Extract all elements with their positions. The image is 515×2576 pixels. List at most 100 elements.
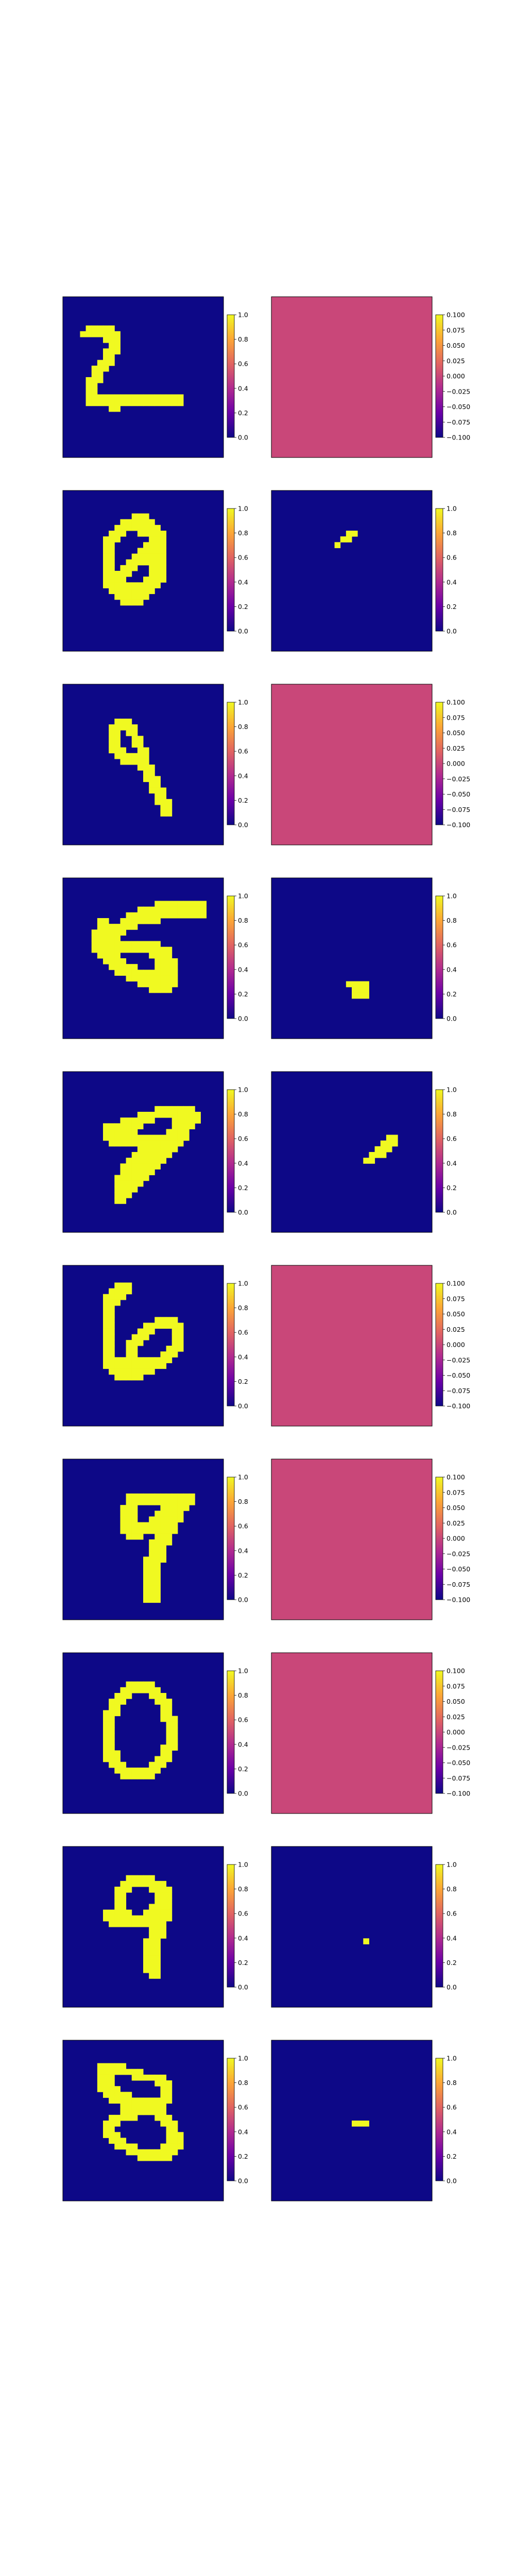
heatmap-cell [109,1134,115,1141]
heatmap-cell [120,753,127,759]
heatmap-cell [114,1374,121,1381]
panel-frame [271,1071,433,1233]
heatmap-cell [380,1152,387,1158]
colorbar-tick-label: 1.0 [447,1086,457,1094]
heatmap-cell [114,1915,121,1922]
heatmap-cell [143,770,149,776]
heatmap-cell [171,1351,178,1358]
colorbar-tick-label: 0.8 [238,1304,248,1312]
heatmap-cell [120,2092,127,2098]
heatmap-cell [189,1123,195,1129]
heatmap-cell [126,565,132,571]
heatmap-cell [154,901,161,907]
heatmap-cell [120,1163,127,1170]
panel-r1-c0: 0.0 0.2 0.4 0.6 0.8 1.0 [62,490,248,652]
heatmap-cell [114,724,121,731]
colorbar-tick-label: −0.100 [447,434,470,442]
colorbar-tick-label: 0.4 [447,1159,457,1167]
heatmap-cell [166,906,173,913]
heatmap-cell [171,1112,178,1118]
heatmap-cell [91,941,98,947]
heatmap-cell [143,513,149,520]
heatmap-cell [109,2092,115,2098]
heatmap-cell [114,331,121,337]
heatmap-cell [120,1198,127,1204]
panel-frame [271,490,433,652]
heatmap-cell [143,1112,149,1118]
heatmap-cell [171,1522,178,1529]
heatmap-cell [177,1140,184,1147]
heatmap-cell [149,519,155,526]
heatmap-cell [160,1898,167,1904]
heatmap-cell [171,912,178,919]
heatmap-cell [137,1687,144,1693]
heatmap-cell [109,1123,115,1129]
heatmap-cell [114,400,121,406]
heatmap-cell [166,1505,173,1511]
heatmap-cell [120,531,127,537]
heatmap-cell [166,799,173,805]
heatmap-cell [114,536,121,543]
heatmap-cell [126,1374,132,1381]
heatmap-cell [154,2080,161,2087]
heatmap-cell [126,2149,132,2156]
heatmap-cell [109,1357,115,1363]
heatmap-cell [160,1112,167,1118]
heatmap-cell [154,531,161,537]
colorbar-tick-label: 1.0 [238,2055,248,2062]
colorbar-tick-label: −0.075 [447,806,470,814]
heatmap-cell [114,1898,121,1904]
heatmap-cell [166,2155,173,2161]
colorbar-tick-label: 0.6 [447,1135,457,1143]
heatmap-cell [126,599,132,606]
heatmap-cell [103,542,109,548]
heatmap-cell [171,1106,178,1112]
heatmap-cell [120,724,127,731]
heatmap-cell [97,2080,104,2087]
heatmap-cell [149,542,155,548]
heatmap-cell [160,1551,167,1557]
heatmap-cell [126,970,132,976]
colorbar-tick-label: 0.4 [238,578,248,586]
heatmap-cell [126,1186,132,1193]
heatmap-cell [143,2074,149,2081]
heatmap-cell [109,1311,115,1317]
heatmap-cell [189,906,195,913]
heatmap-cell [126,2143,132,2150]
heatmap-cell [126,946,132,953]
heatmap-cell [154,1573,161,1580]
heatmap-cell [120,1528,127,1534]
heatmap-cell [126,1522,132,1529]
colorbar-tick-label: 0.000 [447,1535,465,1543]
heatmap-cell [177,2138,184,2144]
heatmap-cell [154,793,161,800]
heatmap-cell [120,1767,127,1774]
heatmap-cell [103,337,109,343]
heatmap-cell [109,2097,115,2104]
heatmap-cell [109,577,115,583]
heatmap-cell [131,565,138,571]
heatmap-cell [114,1887,121,1893]
heatmap-cell [154,970,161,976]
heatmap-cell [131,1880,138,1887]
colorbar-tick-label: 0.8 [447,529,457,537]
heatmap-cell [171,400,178,406]
heatmap-cell [154,941,161,947]
heatmap-cell [183,912,190,919]
heatmap-cell [120,1140,127,1147]
heatmap-cell [171,1346,178,1352]
panel-frame [62,1265,224,1427]
heatmap-cell [154,1933,161,1939]
heatmap-cell [109,935,115,942]
heatmap-cell [166,952,173,959]
heatmap-cell [120,1904,127,1910]
heatmap-cell [143,559,149,566]
colorbar-tick-label: 0.2 [238,796,248,804]
heatmap-cell [103,1357,109,1363]
heatmap-cell [149,2155,155,2161]
heatmap-cell [120,1129,127,1136]
heatmap-cell [143,1767,149,1774]
heatmap-background [63,2040,224,2201]
heatmap-cell [160,1146,167,1153]
heatmap-cell [109,400,115,406]
